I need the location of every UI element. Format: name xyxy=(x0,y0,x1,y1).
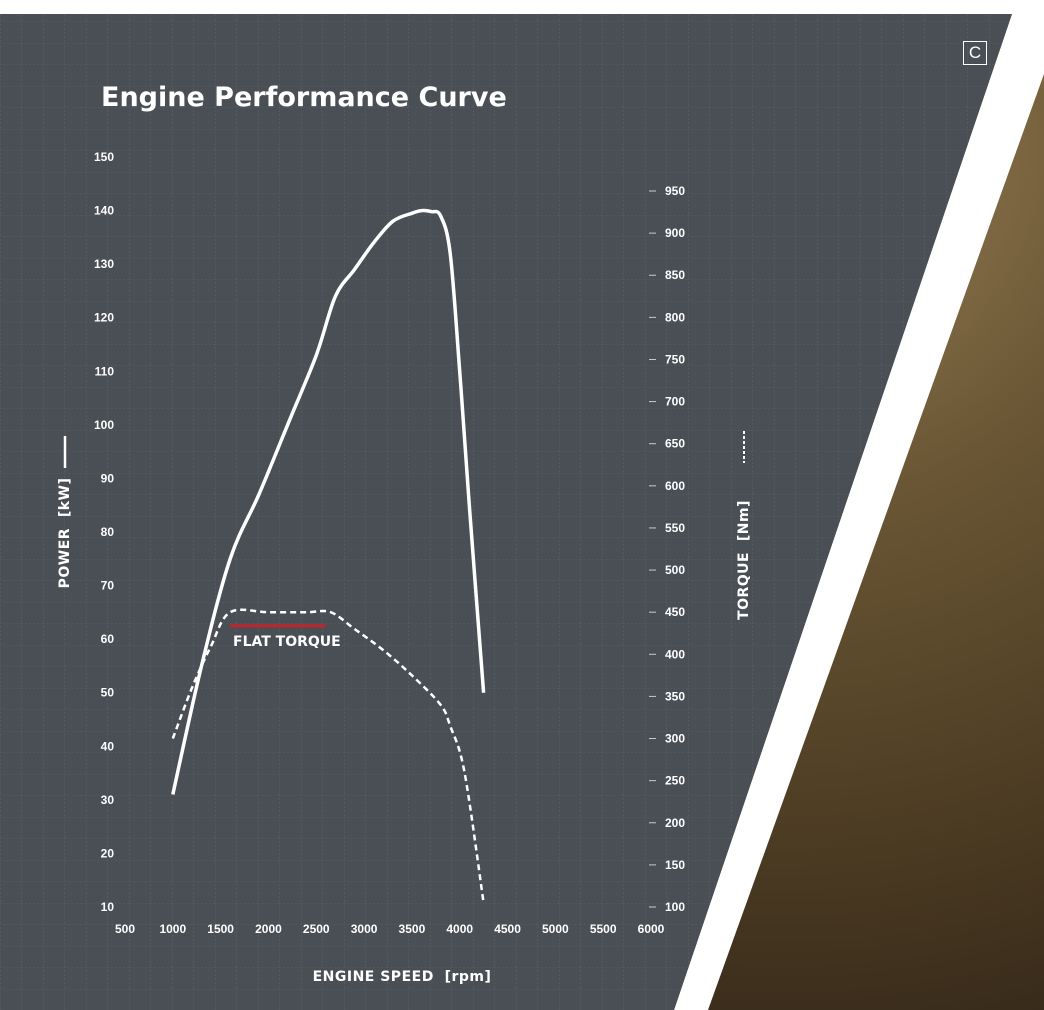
y-right-tick-label: 400 xyxy=(665,647,685,661)
x-tick-label: 2500 xyxy=(303,922,330,936)
y-left-tick-label: 10 xyxy=(101,900,115,914)
power-curve-line xyxy=(171,208,486,795)
x-axis-label: ENGINE SPEED [rpm] xyxy=(313,969,492,985)
x-tick-label: 5000 xyxy=(542,922,569,936)
y-left-tick-label: 20 xyxy=(101,846,115,860)
y-right-tick-label: 850 xyxy=(665,268,685,282)
torque-curve-line xyxy=(171,608,485,903)
y-right-tick-label: 700 xyxy=(665,395,685,409)
y-right-tick-label: 550 xyxy=(665,521,685,535)
y-right-tick-label: 450 xyxy=(665,605,685,619)
flat-torque-label: FLAT TORQUE xyxy=(233,634,341,650)
series-layer xyxy=(171,208,486,903)
corner-badge: C xyxy=(963,41,987,65)
y-left-tick-label: 140 xyxy=(94,204,114,218)
y-right-tick-label: 250 xyxy=(665,774,685,788)
y-right-tick-label: 350 xyxy=(665,689,685,703)
y-right-axis-ticks: 100 150 200 250 300 350 400 450 500 550 600 650 700 7… xyxy=(649,184,685,914)
y-right-tick-label: 650 xyxy=(665,437,685,451)
y-left-axis-label: POWER [kW] xyxy=(57,478,73,589)
y-left-tick-label: 110 xyxy=(95,364,115,378)
y-left-tick-label: 130 xyxy=(94,257,114,271)
x-tick-label: 6000 xyxy=(638,922,665,936)
y-left-tick-label: 100 xyxy=(94,418,114,432)
x-tick-label: 4500 xyxy=(494,922,521,936)
y-right-tick-label: 900 xyxy=(665,226,685,240)
chart-title: Engine Performance Curve xyxy=(101,82,507,113)
y-left-tick-label: 60 xyxy=(101,632,115,646)
y-left-tick-label: 80 xyxy=(101,525,115,539)
x-tick-label: 2000 xyxy=(255,922,282,936)
y-right-tick-label: 100 xyxy=(665,900,685,914)
y-left-tick-label: 120 xyxy=(94,311,114,325)
x-tick-label: 500 xyxy=(115,922,135,936)
x-tick-label: 1000 xyxy=(159,922,186,936)
y-right-axis-label: TORQUE [Nm] xyxy=(736,500,752,620)
y-right-tick-label: 600 xyxy=(665,479,685,493)
y-right-tick-label: 750 xyxy=(665,352,685,366)
annotation-layer: FLAT TORQUE xyxy=(230,624,341,650)
y-right-tick-label: 500 xyxy=(665,563,685,577)
y-right-tick-label: 800 xyxy=(665,310,685,324)
y-left-axis-ticks: 10 20 30 40 50 60 70 80 90 100 110 120 130 140 150 xyxy=(94,150,114,914)
y-left-tick-label: 70 xyxy=(101,579,115,593)
y-right-tick-label: 950 xyxy=(665,184,685,198)
x-tick-label: 5500 xyxy=(590,922,617,936)
y-left-tick-label: 40 xyxy=(101,739,115,753)
top-band xyxy=(0,0,1044,14)
y-right-tick-label: 150 xyxy=(665,858,685,872)
x-tick-label: 1500 xyxy=(207,922,234,936)
y-left-tick-label: 50 xyxy=(101,686,115,700)
x-tick-label: 4000 xyxy=(446,922,473,936)
x-axis-ticks: 500 1000 1500 2000 2500 3000 3500 4000 4500 5000 5… xyxy=(115,922,665,936)
y-left-tick-label: 90 xyxy=(101,471,115,485)
y-right-tick-label: 200 xyxy=(665,816,685,830)
diagonal-divider xyxy=(674,14,1044,1010)
x-tick-label: 3500 xyxy=(399,922,426,936)
y-right-tick-label: 300 xyxy=(665,732,685,746)
y-left-tick-label: 150 xyxy=(94,150,114,164)
grid-overlay xyxy=(0,14,1012,1010)
x-tick-label: 3000 xyxy=(351,922,378,936)
y-left-tick-label: 30 xyxy=(101,793,115,807)
